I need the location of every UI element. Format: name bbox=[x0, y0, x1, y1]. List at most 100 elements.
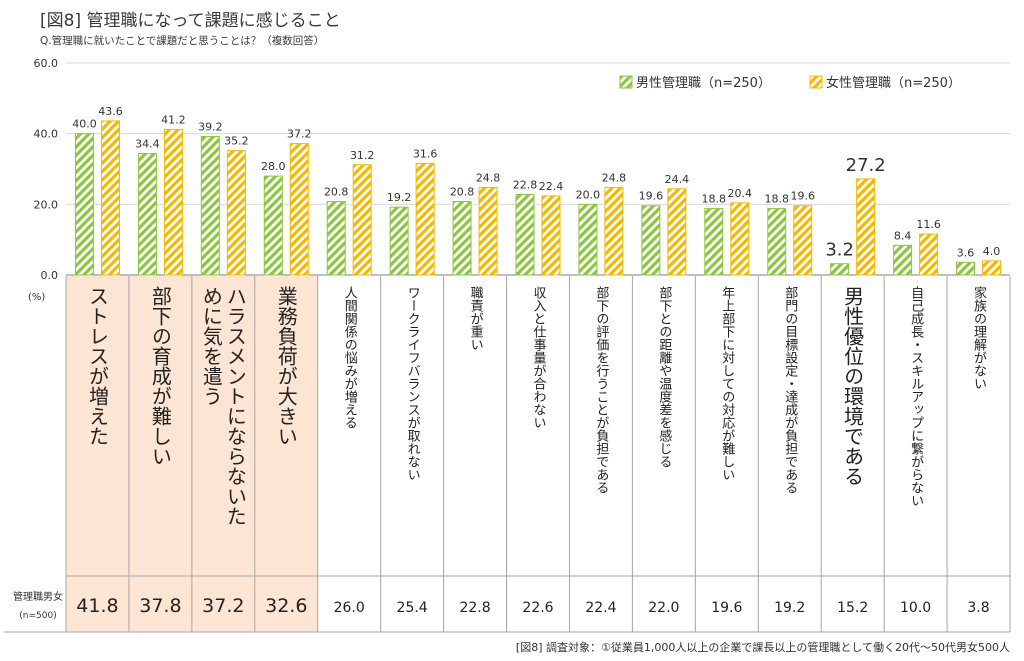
category-label: 部門の目標設定・達成が負担である bbox=[782, 286, 798, 494]
bar-female bbox=[163, 128, 183, 276]
bar-male bbox=[137, 152, 157, 276]
bar-male bbox=[704, 208, 724, 276]
legend-label-male: 男性管理職（n=250） bbox=[636, 76, 771, 91]
bar-value-label: 43.6 bbox=[98, 105, 123, 118]
bar-female bbox=[667, 188, 687, 276]
bar-value-label: 20.8 bbox=[324, 186, 349, 199]
bar-value-label: 35.2 bbox=[224, 135, 249, 148]
category-label: 部下の評価を行うことが負担である bbox=[593, 286, 609, 494]
bar-male bbox=[74, 133, 94, 276]
bar-female bbox=[478, 186, 498, 276]
bar-value-label: 27.2 bbox=[846, 155, 886, 176]
bar-value-label: 3.2 bbox=[825, 240, 854, 261]
bar-male bbox=[956, 261, 976, 276]
total-value: 19.2 bbox=[774, 600, 805, 616]
footnote: [図8] 調査対象：①従業員1,000人以上の企業で課長以上の管理職として働く2… bbox=[515, 641, 1010, 654]
total-value: 22.8 bbox=[459, 600, 490, 616]
bar-male bbox=[515, 193, 535, 276]
bar-female bbox=[730, 202, 750, 276]
bar-value-label: 31.2 bbox=[350, 149, 375, 162]
category-label: めに気を遣う bbox=[199, 286, 223, 406]
bar-female bbox=[226, 150, 246, 276]
bar-male bbox=[452, 201, 472, 276]
bar-value-label: 40.0 bbox=[72, 118, 97, 131]
bar-value-label: 18.8 bbox=[764, 193, 789, 206]
bar-value-label: 24.8 bbox=[476, 171, 501, 184]
bar-male bbox=[578, 203, 598, 276]
y-unit-label: (%) bbox=[28, 292, 45, 303]
bar-value-label: 37.2 bbox=[287, 128, 312, 141]
y-tick-label: 20.0 bbox=[34, 198, 59, 211]
category-label: 年上部下に対しての対応が難しい bbox=[719, 286, 735, 481]
bar-value-label: 20.4 bbox=[728, 187, 753, 200]
bar-male bbox=[326, 201, 346, 276]
bar-value-label: 3.6 bbox=[957, 246, 975, 259]
total-value: 37.8 bbox=[139, 595, 181, 617]
bar-value-label: 4.0 bbox=[983, 245, 1001, 258]
legend-swatch-female bbox=[809, 75, 823, 89]
total-value: 22.0 bbox=[648, 600, 679, 616]
category-label: 部下との距離や温度差を感じる bbox=[656, 286, 672, 468]
bar-value-label: 28.0 bbox=[261, 160, 286, 173]
category-label: 業務負荷が大きい bbox=[274, 286, 298, 446]
bar-value-label: 20.8 bbox=[450, 186, 475, 199]
bar-value-label: 41.2 bbox=[161, 113, 186, 126]
category-label: 職責が重い bbox=[468, 286, 484, 351]
bar-male bbox=[641, 205, 661, 276]
bar-female bbox=[352, 164, 372, 276]
bar-female bbox=[604, 186, 624, 276]
bar-value-label: 8.4 bbox=[894, 229, 912, 242]
total-value: 32.6 bbox=[265, 595, 307, 617]
category-label: ストレスが増えた bbox=[85, 286, 109, 446]
total-value: 26.0 bbox=[334, 600, 365, 616]
bar-value-label: 19.6 bbox=[639, 190, 664, 203]
total-value: 22.4 bbox=[585, 600, 616, 616]
survey-question: Q.管理職に就いたことで課題だと思うことは？（複数回答） bbox=[40, 35, 325, 47]
legend-swatch-male bbox=[619, 75, 633, 89]
bar-value-label: 19.6 bbox=[790, 190, 815, 203]
category-label: 部下の育成が難しい bbox=[148, 286, 172, 466]
total-value: 15.2 bbox=[837, 600, 868, 616]
bar-female bbox=[100, 120, 120, 276]
bar-value-label: 34.4 bbox=[135, 137, 160, 150]
bar-female bbox=[856, 178, 876, 276]
y-tick-label: 40.0 bbox=[34, 128, 59, 141]
total-value: 3.8 bbox=[967, 600, 989, 616]
total-value: 41.8 bbox=[76, 595, 118, 617]
y-tick-label: 60.0 bbox=[34, 57, 59, 70]
bar-value-label: 19.2 bbox=[387, 191, 412, 204]
bar-value-label: 39.2 bbox=[198, 120, 223, 133]
total-value: 22.6 bbox=[522, 600, 553, 616]
total-row-label: 管理職男女 bbox=[13, 590, 63, 603]
chart-title: [図8] 管理職になって課題に感じること bbox=[40, 11, 341, 31]
bar-female bbox=[415, 162, 435, 276]
total-value: 37.2 bbox=[202, 595, 244, 617]
bar-female bbox=[793, 205, 813, 276]
bar-male bbox=[767, 208, 787, 276]
bar-value-label: 24.8 bbox=[602, 171, 627, 184]
category-label: 自己成長・スキルアップに繋がらない bbox=[908, 286, 924, 507]
bar-value-label: 22.8 bbox=[513, 178, 538, 191]
bar-male bbox=[893, 244, 913, 276]
total-value: 25.4 bbox=[397, 600, 428, 616]
bar-value-label: 20.0 bbox=[576, 188, 601, 201]
category-label: 男性優位の環境である bbox=[841, 286, 865, 486]
bar-female bbox=[919, 233, 939, 276]
total-value: 19.6 bbox=[711, 600, 742, 616]
y-tick-label: 0.0 bbox=[41, 269, 59, 282]
bar-value-label: 22.4 bbox=[539, 180, 564, 193]
bar-female bbox=[982, 260, 1002, 276]
bar-value-label: 11.6 bbox=[916, 218, 941, 231]
bar-female bbox=[541, 195, 561, 276]
category-label: 人間関係の悩みが増える bbox=[342, 286, 358, 429]
bar-value-label: 24.4 bbox=[665, 173, 690, 186]
category-label: 収入と仕事量が合わない bbox=[531, 286, 547, 429]
legend-label-female: 女性管理職（n=250） bbox=[826, 75, 961, 91]
category-label: ワークライフバランスが取れない bbox=[405, 286, 421, 481]
bar-male bbox=[389, 206, 409, 276]
bar-value-label: 18.8 bbox=[702, 193, 727, 206]
bar-male bbox=[263, 175, 283, 276]
category-label: 家族の理解がない bbox=[971, 285, 987, 390]
bar-male bbox=[830, 263, 850, 276]
